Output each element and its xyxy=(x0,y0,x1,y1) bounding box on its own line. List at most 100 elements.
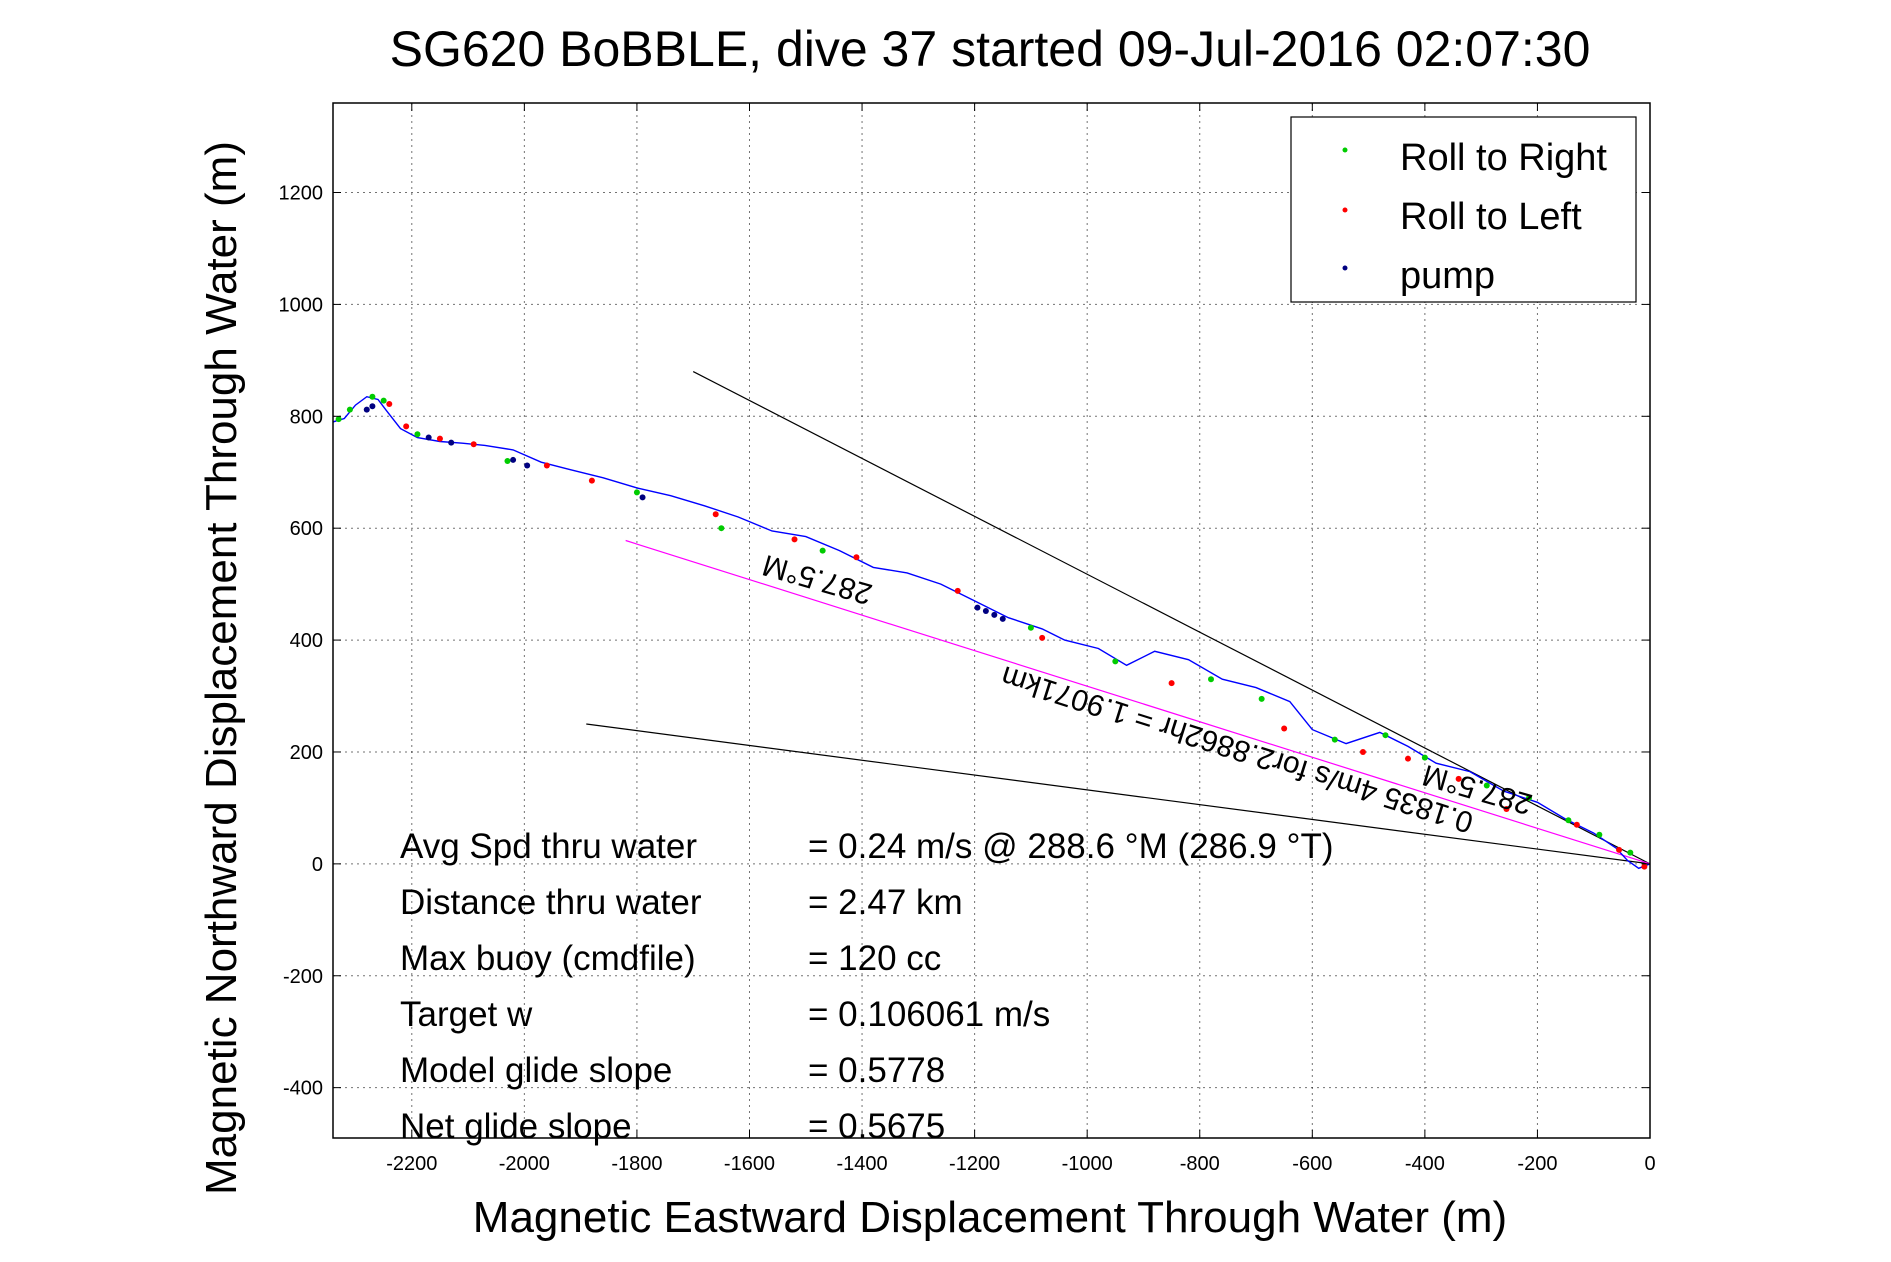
pump-point xyxy=(991,611,998,618)
pump-point xyxy=(510,456,517,463)
pump-point xyxy=(982,607,989,614)
roll-left-point xyxy=(791,536,798,543)
y-tick-label: 1200 xyxy=(279,183,324,205)
legend-marker-pump xyxy=(1342,265,1348,271)
legend-marker-roll-left xyxy=(1342,207,1348,213)
roll-left-point xyxy=(1641,863,1648,870)
roll-left-point xyxy=(588,477,595,484)
plot-frame xyxy=(332,102,1651,1139)
x-axis-label: Magnetic Eastward Displacement Through W… xyxy=(473,1193,1507,1242)
stat-value: = 0.5778 xyxy=(808,1051,945,1090)
y-tick-label: -400 xyxy=(283,1078,323,1100)
legend-label: Roll to Right xyxy=(1400,137,1607,179)
x-tick-label: -1000 xyxy=(1062,1153,1113,1175)
pump-point xyxy=(369,403,376,410)
x-tick-label: -400 xyxy=(1405,1153,1445,1175)
legend-label: pump xyxy=(1400,255,1495,297)
roll-left-point xyxy=(1616,846,1623,853)
x-tick-label: -1600 xyxy=(724,1153,775,1175)
roll-right-point xyxy=(1627,849,1634,856)
roll-right-point xyxy=(1027,624,1034,631)
legend-label: Roll to Left xyxy=(1400,196,1582,238)
roll-right-point xyxy=(1596,831,1603,838)
reference-line xyxy=(625,539,1651,865)
roll-right-point xyxy=(1565,817,1572,824)
stat-label: Distance thru water xyxy=(400,883,702,922)
roll-right-point xyxy=(1258,695,1265,702)
tick-layer: -2200 -2000 -1800 -1600 -1400 -1200 -1000 -800-… xyxy=(279,103,1656,1175)
roll-left-point xyxy=(1573,821,1580,828)
pump-point xyxy=(524,462,531,469)
x-tick-label: -1200 xyxy=(949,1153,1000,1175)
reference-line xyxy=(586,723,1651,865)
roll-right-point xyxy=(1208,676,1214,683)
stat-label: Model glide slope xyxy=(400,1051,672,1090)
y-tick-label: 200 xyxy=(290,742,323,764)
grid-layer xyxy=(333,103,1650,1138)
stat-label: Target w xyxy=(400,995,533,1034)
x-tick-label: -2000 xyxy=(499,1153,550,1175)
roll-right-point xyxy=(1382,732,1389,739)
roll-right-point xyxy=(1112,658,1119,665)
x-tick-label: -200 xyxy=(1517,1153,1557,1175)
stat-value: = 0.24 m/s @ 288.6 °M (286.9 °T) xyxy=(808,827,1334,866)
legend-box xyxy=(1290,116,1637,303)
stat-value: = 2.47 km xyxy=(808,883,963,922)
data-layer xyxy=(333,371,1651,870)
stat-value: = 0.106061 m/s xyxy=(808,995,1050,1034)
roll-left-point xyxy=(543,462,550,469)
roll-left-point xyxy=(470,441,477,448)
roll-right-point xyxy=(369,393,376,400)
roll-right-point xyxy=(414,431,421,438)
pump-point xyxy=(448,439,455,446)
roll-right-point xyxy=(633,489,640,496)
pump-point xyxy=(639,494,646,501)
legend: Roll to Right Roll to Left pump xyxy=(1290,116,1637,303)
pump-point xyxy=(974,604,981,611)
y-tick-label: 1000 xyxy=(279,294,324,316)
y-tick-label: 0 xyxy=(312,854,323,876)
roll-left-point xyxy=(1168,680,1175,687)
roll-right-point xyxy=(1421,754,1428,761)
roll-right-point xyxy=(718,525,725,532)
roll-right-point xyxy=(1525,794,1532,801)
roll-right-point xyxy=(335,416,342,423)
roll-right-point xyxy=(504,458,511,465)
roll-left-point xyxy=(1503,806,1510,813)
roll-left-point xyxy=(436,435,443,442)
roll-right-point xyxy=(819,547,826,554)
roll-left-point xyxy=(853,554,860,561)
roll-left-point xyxy=(1359,748,1366,755)
pump-point xyxy=(425,434,432,441)
speed-distance-label: 0.1835 4m/s for2.8862hr = 1.9071km xyxy=(997,659,1477,839)
roll-left-point xyxy=(403,423,410,430)
pump-point xyxy=(999,615,1006,622)
x-tick-label: -1800 xyxy=(611,1153,662,1175)
roll-right-point xyxy=(1483,782,1490,789)
y-tick-label: -200 xyxy=(283,966,323,988)
roll-left-point xyxy=(954,587,961,594)
x-tick-label: -1400 xyxy=(836,1153,887,1175)
y-tick-label: 800 xyxy=(290,406,323,428)
roll-left-point xyxy=(712,511,719,518)
pump-point xyxy=(363,406,370,413)
roll-left-point xyxy=(1039,634,1046,641)
legend-marker-roll-right xyxy=(1342,147,1348,153)
roll-right-point xyxy=(346,406,353,413)
y-tick-label: 600 xyxy=(290,518,323,540)
roll-left-point xyxy=(386,400,393,407)
x-tick-label: -800 xyxy=(1180,1153,1220,1175)
roll-left-point xyxy=(1281,725,1288,732)
reference-line xyxy=(692,371,1651,865)
y-tick-label: 400 xyxy=(290,630,323,652)
x-tick-label: -600 xyxy=(1292,1153,1332,1175)
roll-right-point xyxy=(380,397,387,404)
stat-value: = 0.5675 xyxy=(808,1107,945,1146)
y-axis-label: Magnetic Northward Displacement Through … xyxy=(197,141,246,1195)
roll-left-point xyxy=(1404,755,1411,762)
x-tick-label: -2200 xyxy=(386,1153,437,1175)
stat-value: = 120 cc xyxy=(808,939,941,978)
roll-right-point xyxy=(1331,736,1338,743)
roll-left-point xyxy=(1455,775,1462,782)
